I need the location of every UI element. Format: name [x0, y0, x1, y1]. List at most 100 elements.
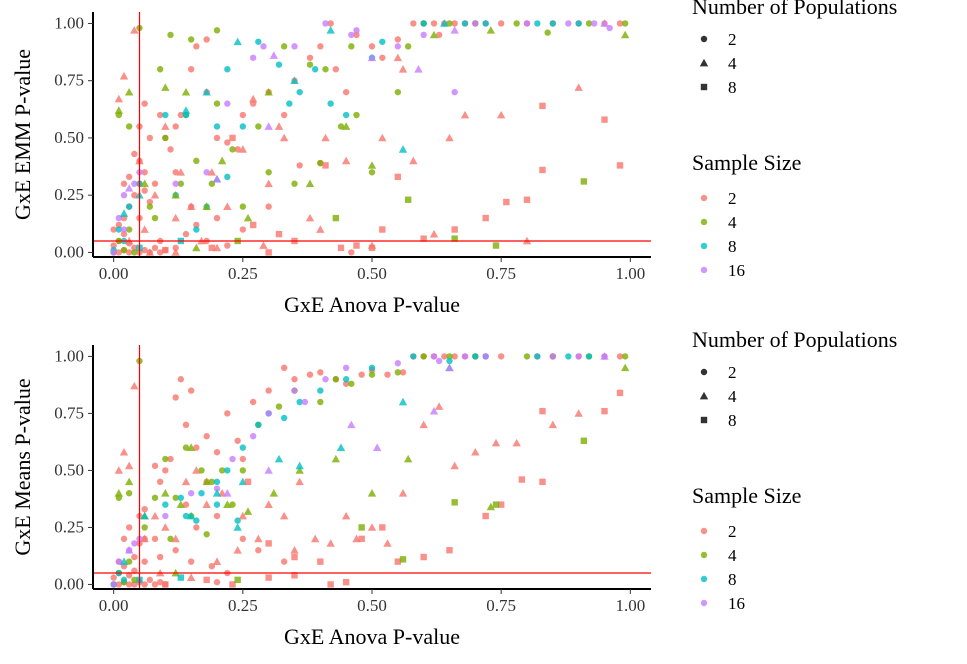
data-point [265, 203, 272, 210]
data-point [125, 581, 133, 588]
data-point [575, 20, 582, 27]
data-point [368, 364, 376, 372]
data-point [429, 30, 439, 39]
data-point [213, 478, 221, 486]
data-point [145, 248, 155, 256]
data-point [409, 156, 418, 165]
data-point [161, 523, 170, 531]
data-point [239, 203, 247, 210]
data-point [193, 43, 200, 50]
data-point [114, 106, 124, 114]
data-point [125, 249, 133, 256]
data-point [492, 242, 500, 249]
data-point [224, 139, 231, 146]
data-point [161, 83, 170, 91]
data-point [198, 490, 205, 497]
data-point [181, 106, 191, 114]
data-point [367, 523, 377, 531]
data-point [120, 191, 128, 199]
data-point [151, 494, 159, 501]
color-legend-label: 8 [728, 237, 737, 256]
data-point [224, 242, 231, 249]
data-point [239, 455, 247, 463]
data-point [419, 420, 428, 429]
data-point [186, 573, 196, 581]
data-point [140, 511, 149, 520]
data-point [193, 226, 200, 233]
data-point [368, 244, 376, 252]
data-point [295, 461, 304, 470]
data-point [451, 88, 458, 96]
data-point [229, 134, 236, 142]
data-point [187, 558, 195, 565]
data-point [110, 249, 117, 256]
data-point [146, 198, 154, 206]
data-point [435, 357, 443, 365]
data-point [451, 20, 458, 27]
data-point [311, 66, 319, 73]
x-axis-title: GxE Anova P-value [284, 292, 460, 317]
data-point [600, 19, 609, 27]
data-point [274, 122, 284, 130]
data-point [120, 226, 128, 233]
data-point [379, 38, 386, 45]
data-point [286, 100, 293, 107]
data-point [212, 174, 222, 183]
data-point [269, 489, 279, 497]
data-point [445, 133, 454, 142]
data-point [207, 168, 217, 176]
data-point [497, 501, 505, 508]
data-point [523, 353, 531, 360]
data-point [141, 581, 148, 588]
data-point [305, 179, 315, 188]
data-point [203, 169, 210, 176]
data-point [420, 553, 427, 561]
data-point [306, 61, 314, 68]
data-point [202, 87, 211, 96]
data-point [332, 214, 340, 222]
data-point [317, 387, 324, 394]
data-point [125, 173, 133, 181]
data-point [131, 191, 138, 199]
data-point [223, 500, 232, 508]
data-point [404, 196, 412, 203]
data-point [274, 454, 284, 463]
color-legend-label: 4 [728, 546, 737, 565]
shape-legend-title: Number of Populations [692, 0, 897, 19]
data-point [342, 111, 350, 119]
data-point [181, 87, 191, 96]
data-point [229, 455, 236, 463]
data-point [306, 371, 314, 378]
data-point [322, 376, 329, 383]
data-point [192, 466, 201, 474]
data-point [398, 65, 408, 73]
data-point [187, 66, 195, 73]
data-point [279, 133, 289, 142]
data-point [203, 531, 210, 538]
data-point [249, 221, 257, 229]
legend-color-swatch-icon [700, 242, 708, 250]
data-point [131, 553, 138, 561]
y-tick-label: 0.50 [54, 460, 84, 479]
top-scatter-panel: 0.00 0.25 0.50 0.75 1.00 0.00 0.25 0.50 0.75 1.00… [10, 12, 651, 317]
color-legend-label: 2 [728, 522, 737, 541]
data-point [305, 213, 315, 222]
y-tick-label: 1.00 [54, 13, 84, 32]
data-point [399, 369, 407, 376]
data-point [336, 443, 346, 451]
x-tick-label: 0.50 [357, 264, 387, 283]
data-point [398, 145, 408, 153]
y-tick-label: 0.50 [54, 128, 84, 147]
data-point [130, 26, 139, 34]
data-points [110, 352, 630, 588]
data-point [574, 409, 583, 417]
data-point [265, 540, 272, 547]
x-tick-label: 1.00 [615, 264, 645, 283]
x-tick-label: 0.75 [486, 264, 516, 283]
data-point [208, 244, 216, 252]
data-point [198, 467, 205, 474]
data-point [534, 20, 541, 27]
data-point [331, 454, 341, 463]
data-point [440, 19, 449, 27]
data-point [213, 134, 221, 142]
